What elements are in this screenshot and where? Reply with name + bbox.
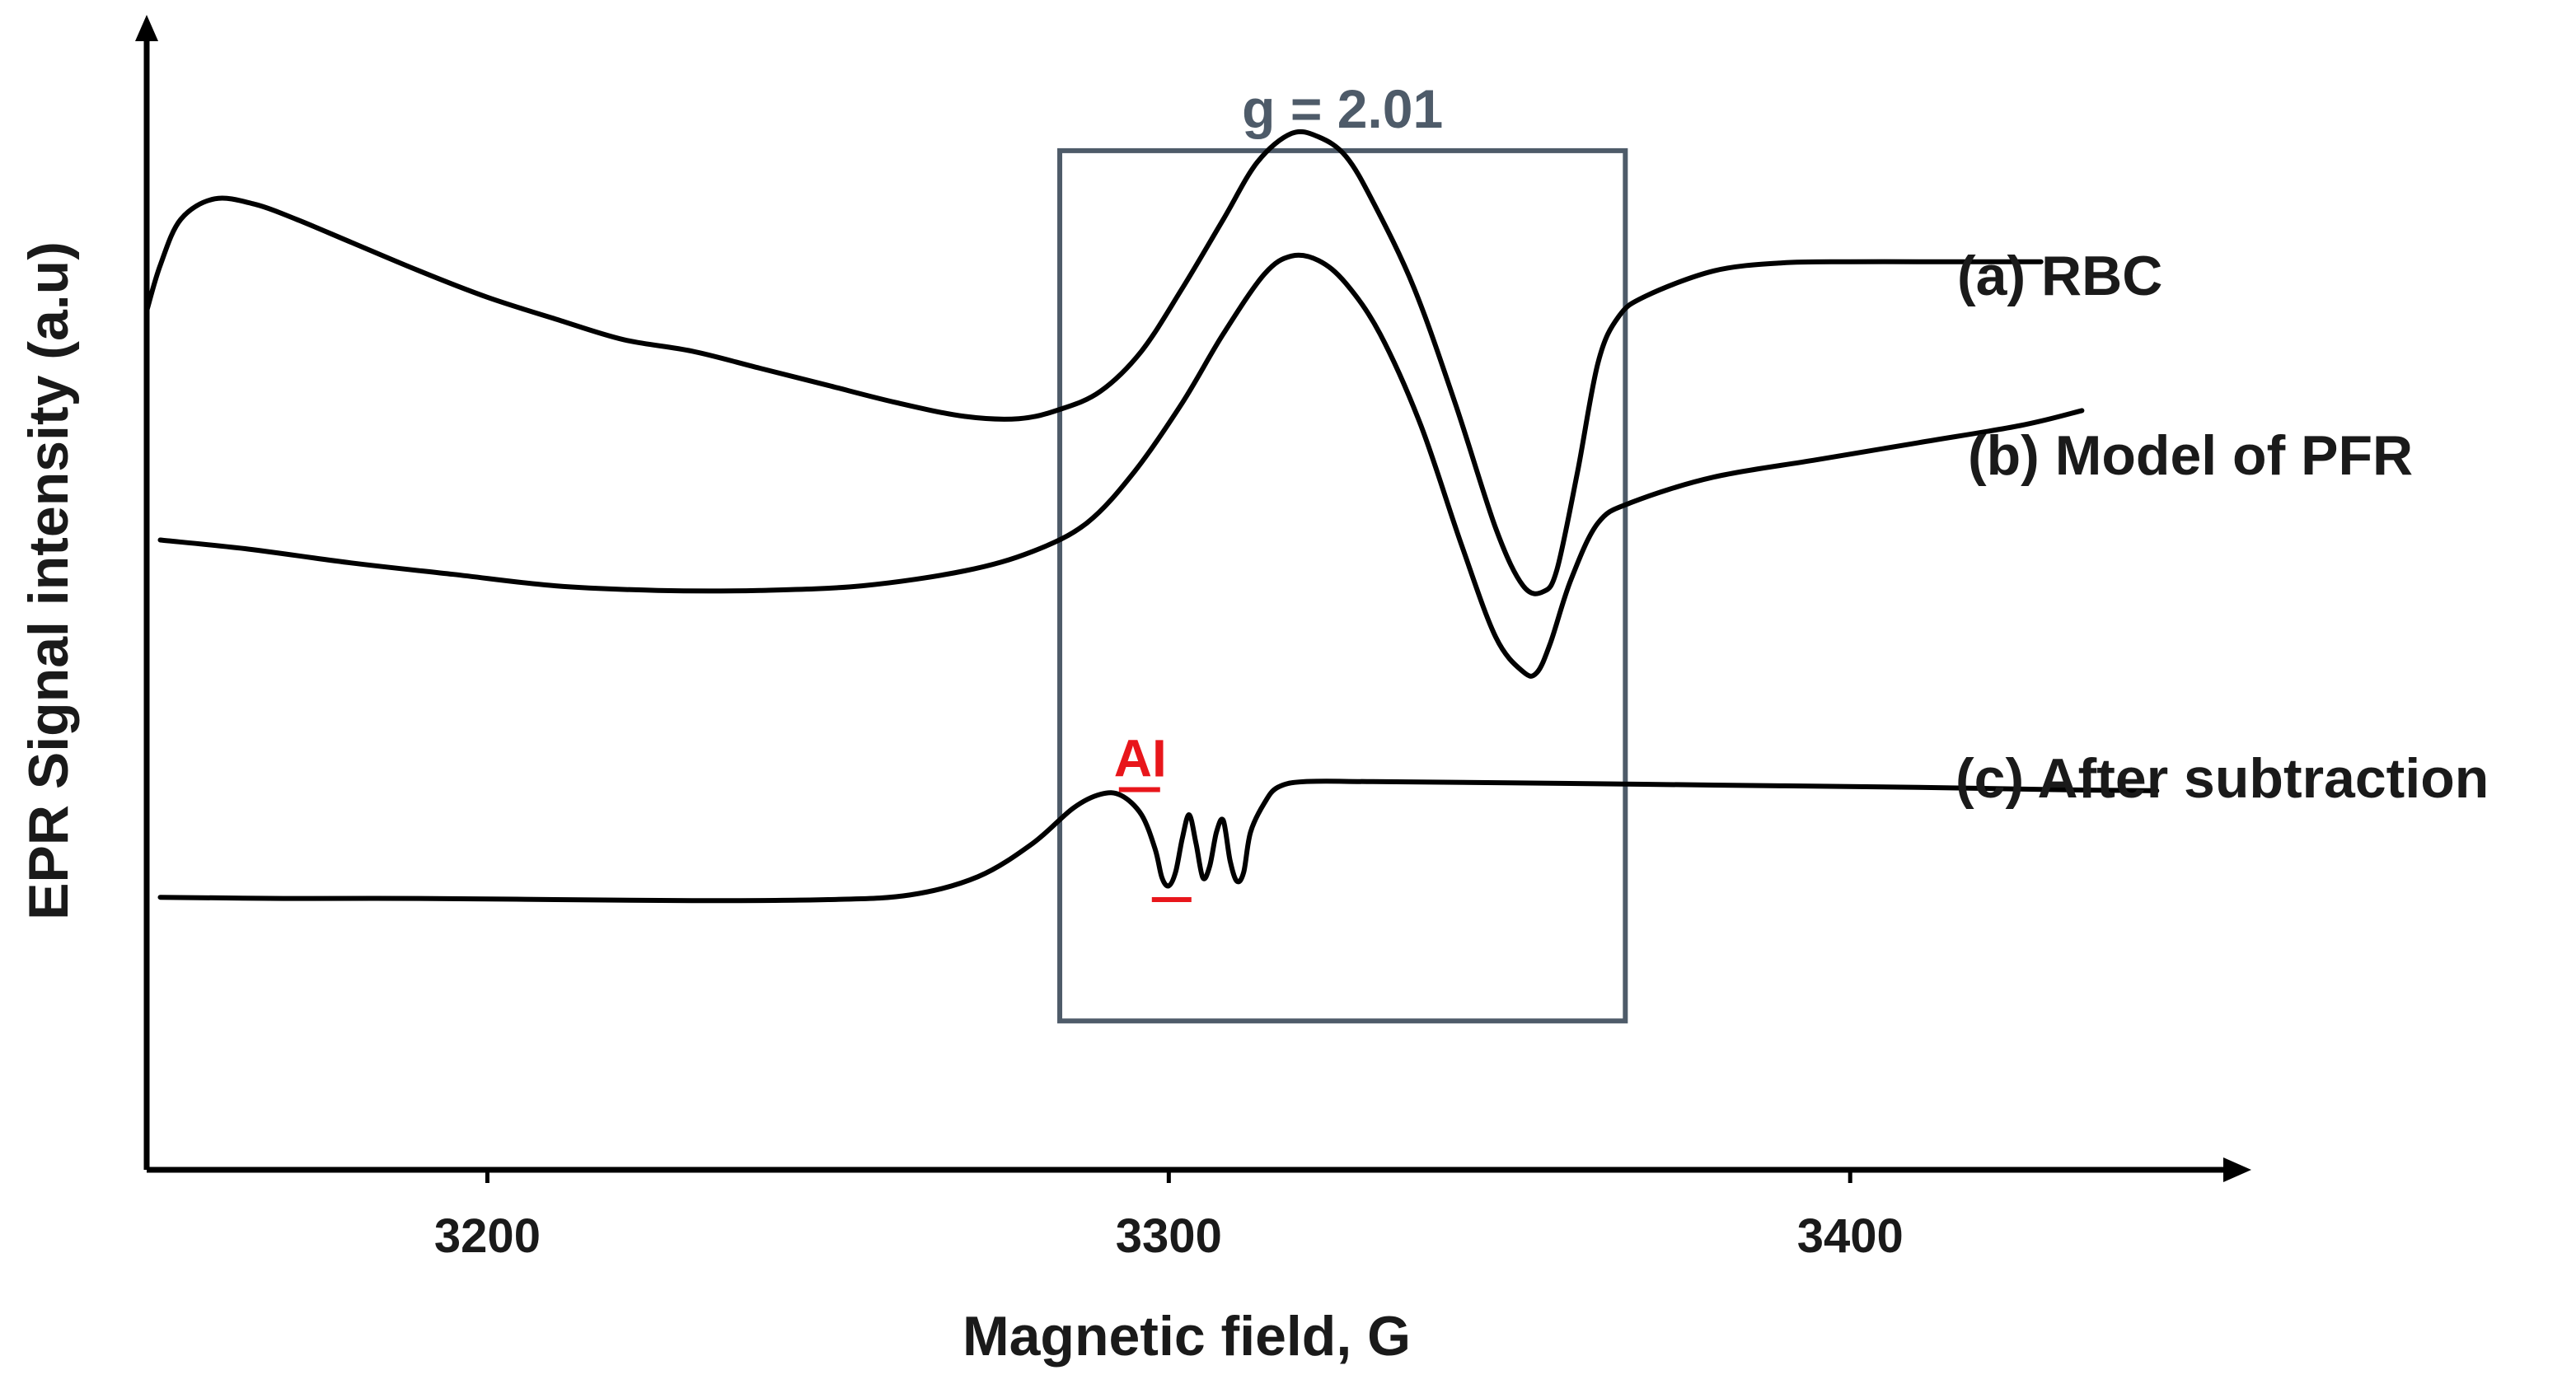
y-axis-arrow-icon <box>135 15 158 41</box>
x-tick-label-3300: 3300 <box>1116 1209 1222 1263</box>
x-ticks: 3200 3300 3400 <box>434 1170 1904 1263</box>
series-label-model-pfr: (b) Model of PFR <box>1968 424 2413 487</box>
series-line-after-subtraction <box>157 778 2160 904</box>
y-axis-title: EPR Signal intensity (a.u) <box>17 241 80 920</box>
x-axis-arrow-icon <box>2223 1157 2251 1182</box>
series-label-rbc: (a) RBC <box>1957 245 2162 307</box>
x-tick-label-3200: 3200 <box>434 1209 541 1263</box>
amplitude-annotation: AI <box>1114 729 1192 902</box>
amplitude-label: AI <box>1114 729 1167 788</box>
series-group <box>144 129 2160 904</box>
axes: 3200 3300 3400 <box>135 15 2251 1263</box>
series-label-after-subtraction: (c) After subtraction <box>1955 747 2489 810</box>
g-value-label: g = 2.01 <box>1242 78 1443 139</box>
x-axis-title: Magnetic field, G <box>962 1305 1411 1368</box>
x-tick-label-3400: 3400 <box>1797 1209 1904 1263</box>
series-line-rbc <box>144 129 2044 596</box>
series-line-model-pfr <box>157 252 2085 679</box>
